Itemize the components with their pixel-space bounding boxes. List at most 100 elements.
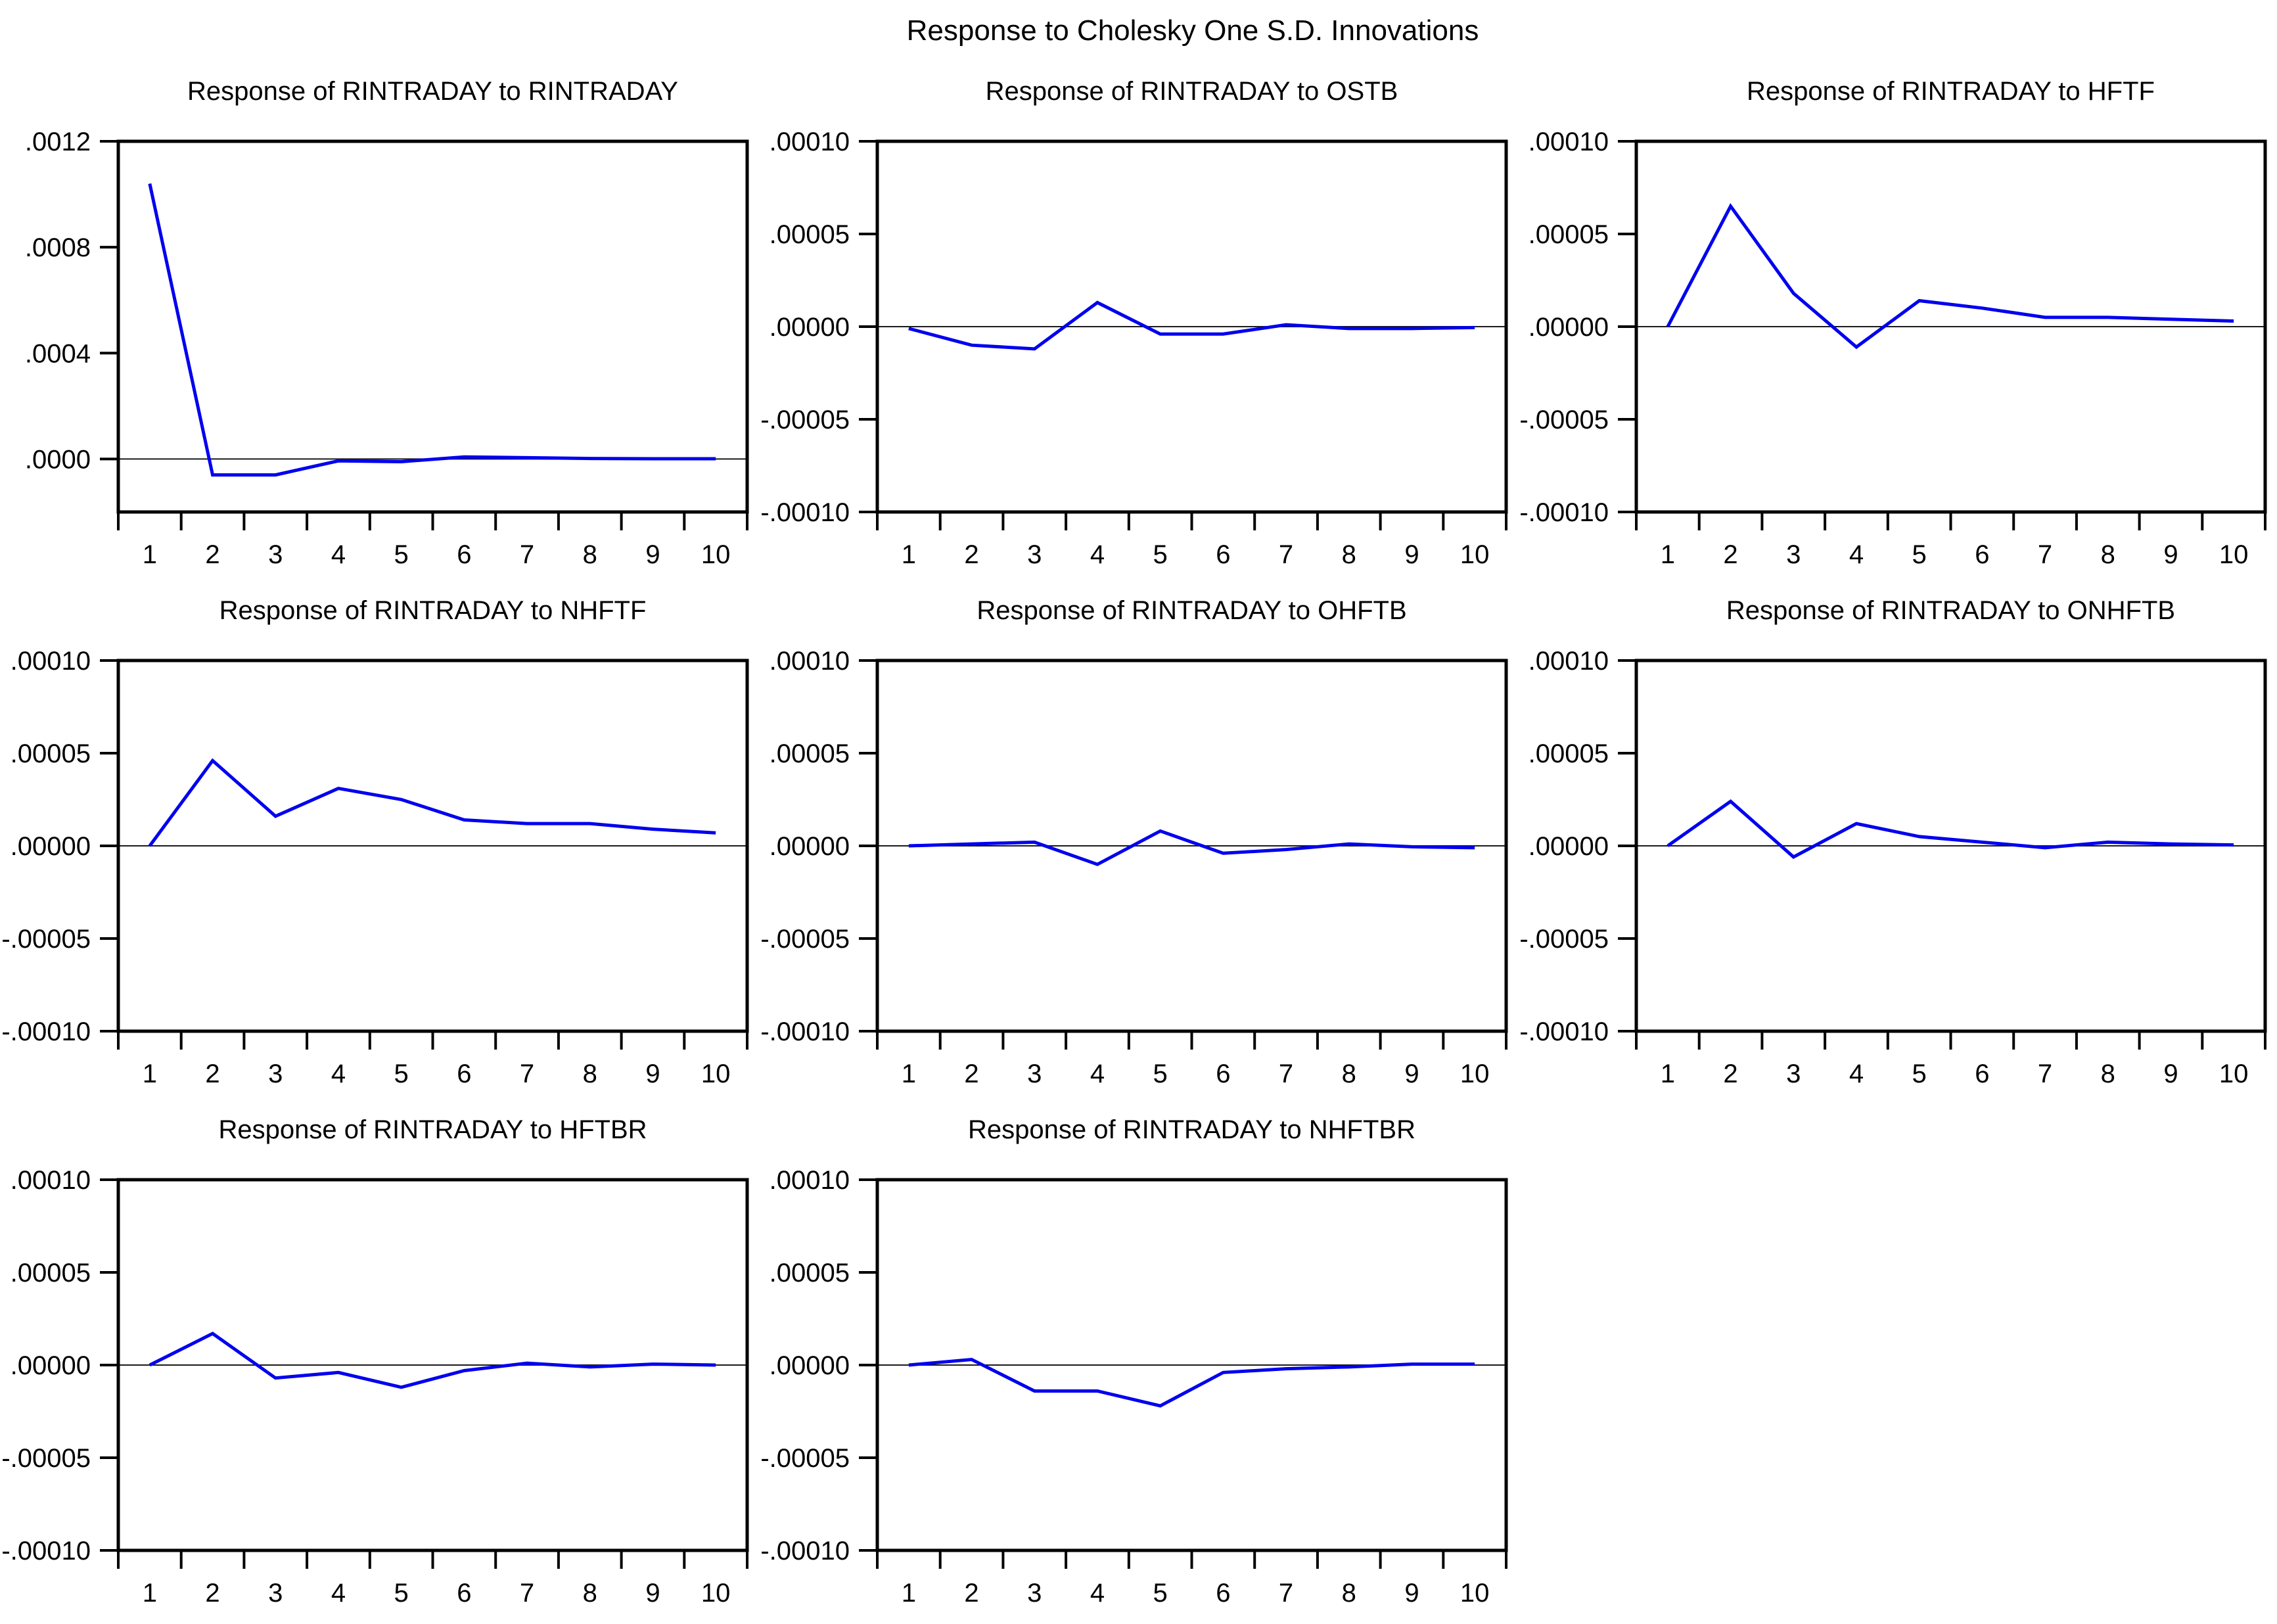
x-tick-label: 3 <box>268 1059 283 1088</box>
plot-box <box>875 139 1508 514</box>
panel-title: Response of RINTRADAY to NHFTBR <box>968 1115 1415 1144</box>
x-tick-label: 8 <box>2101 540 2115 569</box>
x-tick-label: 10 <box>701 1059 731 1088</box>
x-tick-label: 5 <box>394 1579 409 1608</box>
x-tick-label: 9 <box>645 1059 660 1088</box>
x-tick-label: 7 <box>1279 1059 1293 1088</box>
x-tick-label: 6 <box>1216 540 1230 569</box>
x-tick-label: 4 <box>1090 1059 1105 1088</box>
y-tick-label: -.00010 <box>1519 498 1609 527</box>
y-tick-label: -.00010 <box>1519 1017 1609 1046</box>
panel-title: Response of RINTRADAY to ONHFTB <box>1726 596 2175 625</box>
x-tick-label: 3 <box>1786 540 1801 569</box>
x-tick-label: 4 <box>1090 1579 1105 1608</box>
x-tick-label: 5 <box>394 1059 409 1088</box>
response-line <box>148 183 716 477</box>
y-tick-label: .00005 <box>770 739 850 768</box>
figure-title: Response to Cholesky One S.D. Innovation… <box>906 14 1479 47</box>
y-tick-label: .00010 <box>770 647 850 676</box>
irf-panel-2: Response of RINTRADAY to OSTB .00010 .0000… <box>759 66 1518 585</box>
x-tick-label: 3 <box>268 1579 283 1608</box>
response-line <box>908 829 1475 866</box>
x-tick-label: 2 <box>1723 1059 1737 1088</box>
x-tick-label: 10 <box>1460 1579 1490 1608</box>
x-tick-label: 10 <box>1460 540 1490 569</box>
y-tick-label: .00005 <box>1529 739 1609 768</box>
response-line <box>1667 799 2234 859</box>
irf-panel-7: Response of RINTRADAY to HFTBR .00010 .000… <box>0 1104 759 1623</box>
x-tick-label: 5 <box>1912 540 1927 569</box>
x-tick-label: 6 <box>457 540 471 569</box>
x-tick-label: 8 <box>1342 1579 1356 1608</box>
x-tick-label: 9 <box>645 540 660 569</box>
x-tick-label: 3 <box>268 540 283 569</box>
x-tick-label: 3 <box>1786 1059 1801 1088</box>
irf-plot: Response of RINTRADAY to NHFTF .00010 .000… <box>1 596 749 1088</box>
irf-panel-1: Response of RINTRADAY to RINTRADAY .0012.… <box>0 66 759 585</box>
y-tick-label: .00010 <box>1529 128 1609 156</box>
x-tick-label: 2 <box>205 1579 219 1608</box>
x-tick-label: 7 <box>1279 540 1293 569</box>
x-tick-label: 7 <box>520 540 534 569</box>
plot-box <box>1634 659 2267 1033</box>
y-tick-label: .00010 <box>11 647 91 676</box>
x-tick-label: 10 <box>1460 1059 1490 1088</box>
x-tick-label: 6 <box>1975 1059 1989 1088</box>
plot-box <box>1634 139 2267 514</box>
y-tick-label: .00000 <box>770 832 850 861</box>
x-tick-label: 2 <box>205 1059 219 1088</box>
x-tick-label: 7 <box>520 1059 534 1088</box>
y-tick-label: .00010 <box>770 1166 850 1195</box>
y-tick-label: .00010 <box>11 1166 91 1195</box>
x-tick-label: 10 <box>2219 540 2249 569</box>
x-tick-label: 8 <box>583 1579 597 1608</box>
y-tick-label: -.00010 <box>760 1537 850 1566</box>
x-tick-label: 8 <box>583 1059 597 1088</box>
x-tick-label: 1 <box>143 1579 157 1608</box>
y-tick-label: -.00010 <box>1 1017 91 1046</box>
irf-panel-6: Response of RINTRADAY to ONHFTB .00010 .00… <box>1518 585 2277 1104</box>
x-tick-label: 3 <box>1027 540 1042 569</box>
y-tick-label: .00010 <box>1529 647 1609 676</box>
y-tick-label: -.00005 <box>760 1444 850 1473</box>
y-tick-label: -.00005 <box>1 1444 91 1473</box>
x-tick-label: 1 <box>902 1579 916 1608</box>
x-tick-label: 4 <box>331 1059 346 1088</box>
x-tick-label: 7 <box>1279 1579 1293 1608</box>
panel-title: Response of RINTRADAY to NHFTF <box>219 596 647 625</box>
x-tick-label: 6 <box>1216 1059 1230 1088</box>
x-tick-label: 8 <box>1342 1059 1356 1088</box>
y-tick-label: .00000 <box>770 313 850 342</box>
y-tick-label: .00005 <box>770 220 850 249</box>
response-line <box>149 1332 716 1389</box>
x-tick-label: 6 <box>1975 540 1989 569</box>
y-tick-label: .00000 <box>11 832 91 861</box>
response-line <box>148 758 716 847</box>
y-tick-label: .00005 <box>11 739 91 768</box>
x-tick-label: 7 <box>2038 540 2052 569</box>
x-tick-label: 5 <box>1153 540 1168 569</box>
x-tick-label: 9 <box>1404 1059 1419 1088</box>
irf-panel-3: Response of RINTRADAY to HFTF .00010 .0000… <box>1518 66 2277 585</box>
x-tick-label: 1 <box>143 1059 157 1088</box>
x-tick-label: 5 <box>1912 1059 1927 1088</box>
y-tick-label: -.00005 <box>1519 925 1609 954</box>
x-tick-label: 2 <box>964 1579 978 1608</box>
x-tick-label: 3 <box>1027 1059 1042 1088</box>
irf-panel-8: Response of RINTRADAY to NHFTBR .00010 .00… <box>759 1104 1518 1623</box>
y-tick-label: .00005 <box>1529 220 1609 249</box>
irf-plot: Response of RINTRADAY to NHFTBR .00010 .00… <box>760 1115 1508 1608</box>
y-tick-label: .00000 <box>11 1351 91 1380</box>
x-tick-label: 8 <box>1342 540 1356 569</box>
y-tick-label: .00010 <box>770 128 850 156</box>
x-tick-label: 1 <box>902 540 916 569</box>
chart-grid: Response of RINTRADAY to RINTRADAY .0012.… <box>0 66 2277 1623</box>
y-tick-label: .00005 <box>11 1259 91 1288</box>
y-tick-label: -.00010 <box>760 498 850 527</box>
y-tick-label: .0000 <box>25 445 91 474</box>
y-tick-label: -.00005 <box>760 925 850 954</box>
irf-panel-5: Response of RINTRADAY to OHFTB .00010 .000… <box>759 585 1518 1104</box>
x-tick-label: 1 <box>902 1059 916 1088</box>
y-tick-label: .00005 <box>770 1259 850 1288</box>
